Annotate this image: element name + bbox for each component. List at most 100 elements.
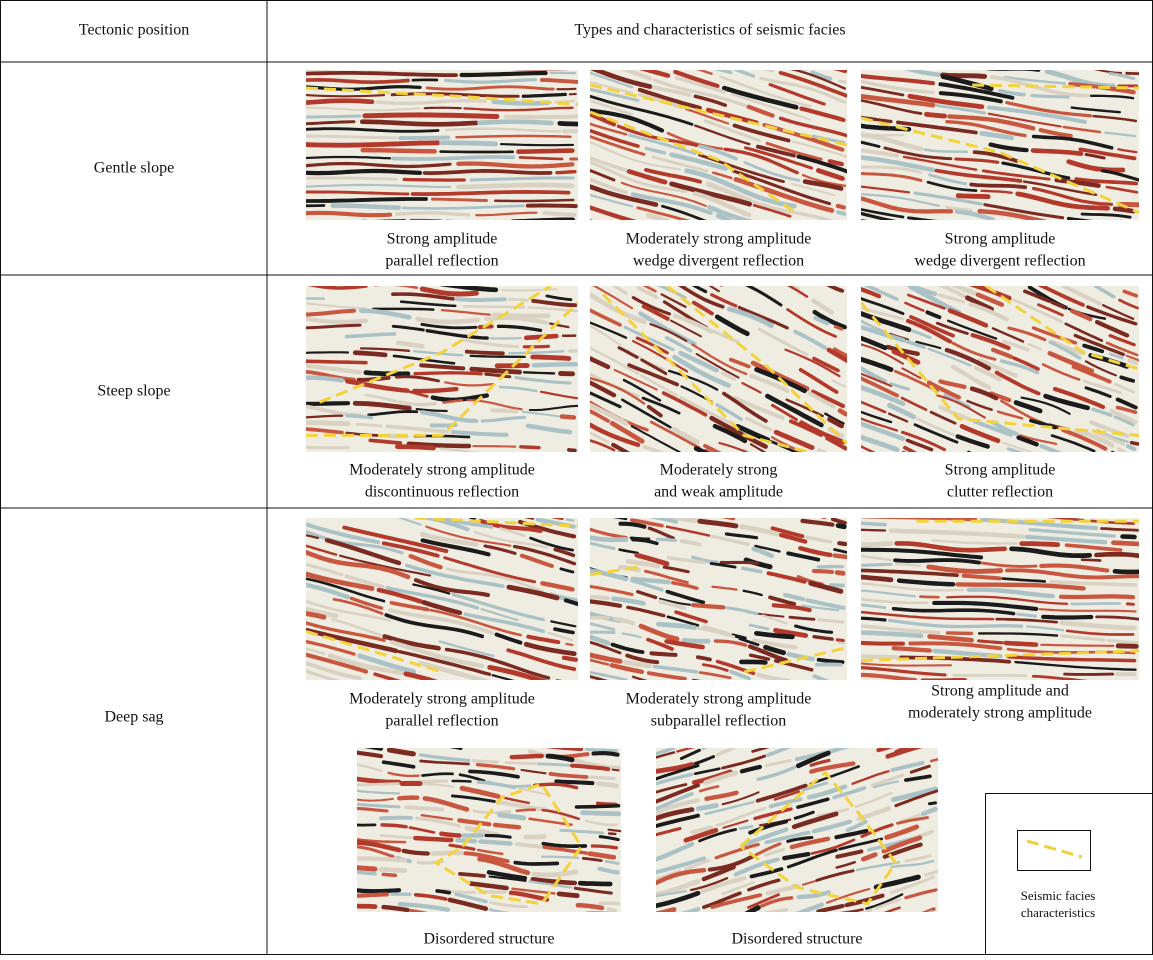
reflection — [306, 466, 336, 475]
reflection — [590, 777, 614, 778]
reflection — [881, 717, 911, 724]
reflection — [583, 813, 619, 814]
reflection — [1109, 477, 1133, 486]
reflection — [861, 691, 909, 692]
reflection — [931, 759, 937, 761]
reflection — [567, 709, 573, 711]
reflection — [357, 730, 375, 731]
reflection — [306, 352, 348, 353]
reflection — [1075, 482, 1093, 490]
reflection — [425, 108, 461, 109]
reflection — [991, 501, 1093, 506]
reflection — [643, 271, 703, 288]
reflection — [782, 744, 800, 747]
reflection — [872, 729, 896, 738]
reflection — [882, 917, 918, 931]
reflection — [1122, 278, 1134, 282]
reflection — [447, 221, 507, 222]
reflection — [306, 259, 324, 261]
reflection — [1001, 270, 1073, 284]
reflection — [413, 192, 569, 194]
reflection — [513, 725, 531, 729]
reflection — [609, 830, 621, 831]
reflection — [437, 730, 461, 732]
reflection — [393, 157, 513, 159]
reflection — [497, 915, 533, 917]
reflection — [421, 731, 463, 734]
reflection — [590, 491, 632, 513]
reflection — [399, 948, 429, 949]
reflection — [306, 732, 336, 740]
reflection — [1076, 49, 1094, 52]
reflection — [663, 56, 687, 62]
reflection — [442, 143, 496, 144]
reflection — [528, 206, 576, 207]
reflection — [495, 825, 519, 827]
reflection — [357, 784, 399, 785]
reflection — [480, 122, 552, 123]
facies-caption: moderately strong amplitude — [908, 705, 1092, 722]
reflection — [948, 633, 972, 634]
reflection — [1057, 465, 1099, 483]
reflection — [590, 721, 626, 726]
reflection — [533, 357, 569, 359]
reflection — [1118, 513, 1136, 514]
reflection — [966, 64, 1038, 70]
reflection — [782, 715, 830, 730]
reflection — [404, 179, 464, 180]
reflection — [415, 838, 451, 840]
reflection — [838, 212, 844, 214]
reflection — [518, 151, 572, 152]
reflection — [979, 641, 1003, 643]
reflection — [684, 279, 714, 286]
reflection — [506, 117, 578, 118]
reflection — [329, 59, 473, 62]
reflection — [453, 781, 471, 782]
reflection — [802, 259, 844, 282]
reflection — [861, 564, 891, 565]
facies-caption: and weak amplitude — [654, 484, 783, 501]
reflection — [861, 477, 897, 497]
reflection — [1113, 452, 1137, 465]
reflection — [832, 469, 844, 475]
reflection — [1115, 209, 1133, 211]
reflection — [495, 719, 573, 739]
reflection — [1131, 226, 1137, 227]
reflection — [834, 479, 846, 485]
reflection — [590, 476, 626, 486]
reflection — [495, 268, 543, 271]
reflection — [488, 454, 506, 456]
reflection — [357, 868, 375, 869]
reflection — [557, 680, 575, 684]
reflection — [509, 299, 527, 300]
reflection — [306, 67, 354, 68]
reflection — [947, 222, 983, 225]
reflection — [887, 459, 929, 476]
reflection — [1078, 284, 1096, 285]
reflection — [550, 486, 574, 489]
reflection — [812, 689, 836, 691]
reflection — [355, 266, 385, 270]
reflection — [1086, 231, 1128, 242]
figure-table: Tectonic position Types and characterist… — [0, 0, 1153, 955]
reflection — [697, 512, 733, 518]
reflection — [698, 806, 716, 809]
reflection — [954, 675, 1026, 676]
reflection — [590, 242, 614, 250]
reflection — [626, 475, 644, 480]
reflection — [1054, 47, 1072, 49]
reflection — [861, 465, 897, 481]
reflection — [386, 730, 416, 732]
reflection — [591, 742, 615, 747]
facies-caption: Disordered structure — [731, 931, 862, 948]
reflection — [616, 499, 652, 506]
reflection — [656, 943, 680, 949]
reflection — [590, 230, 614, 238]
reflection — [550, 717, 574, 722]
reflection — [590, 0, 650, 8]
reflection — [592, 846, 616, 848]
reflection — [416, 740, 458, 745]
reflection — [357, 906, 375, 907]
reflection — [1042, 268, 1120, 281]
reflection — [815, 239, 845, 251]
